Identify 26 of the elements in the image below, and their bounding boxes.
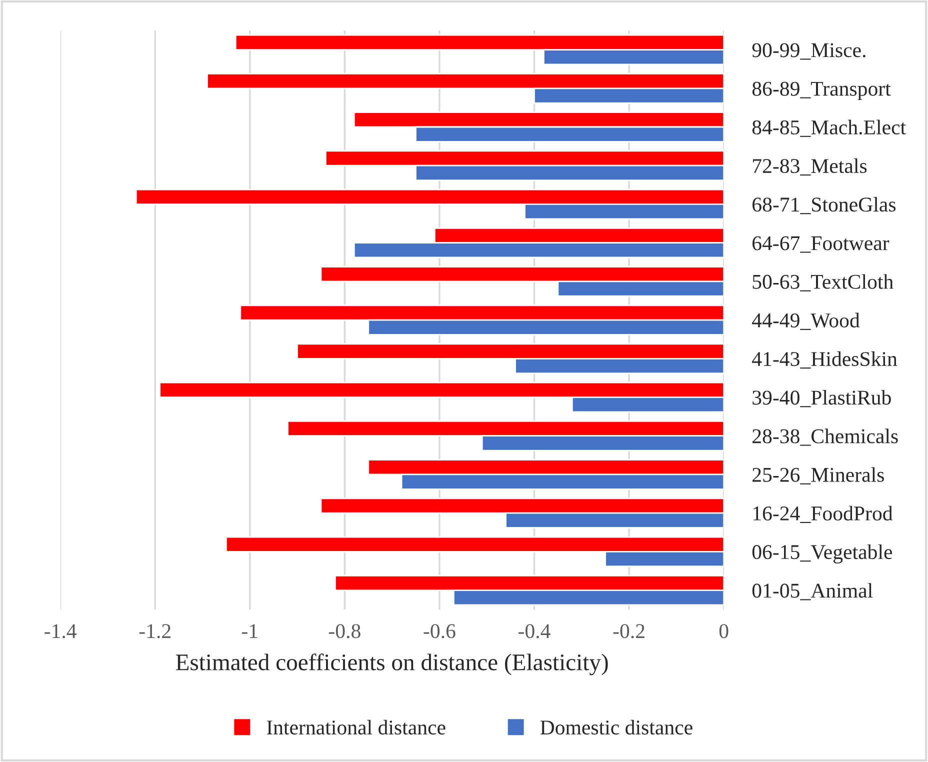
x-tick-label: -0.6: [424, 624, 456, 638]
y-tick-label: 86-89_Transport: [752, 82, 891, 100]
x-tick-label: -1: [242, 624, 258, 638]
x-tick-label: -0.4: [518, 624, 550, 638]
x-tick-label: -0.2: [613, 624, 644, 638]
y-tick-label: 68-71_StoneGlas: [752, 196, 896, 214]
y-tick-label: 72-83_Metals: [752, 158, 867, 176]
y-tick-label: 25-26_Minerals: [752, 467, 884, 484]
x-tick-label: 0: [719, 624, 728, 638]
x-tick-label: -0.8: [328, 624, 360, 638]
y-tick-label: 64-67_Footwear: [752, 236, 890, 253]
y-tick-label: 90-99_Misce.: [752, 43, 866, 60]
legend-label: Domestic distance: [540, 720, 692, 735]
y-tick-label: 06-15_Vegetable: [752, 544, 892, 564]
y-tick-label: 28-38_Chemicals: [752, 428, 898, 446]
x-axis-title: Estimated coefficients on distance (Elasticity): [176, 653, 608, 676]
y-tick-label: 01-05_Animal: [752, 583, 873, 600]
y-tick-label: 39-40_PlastiRub: [752, 390, 891, 408]
x-tick-label: -1.2: [139, 624, 170, 638]
legend-label: International distance: [266, 720, 446, 735]
y-tick-label: 41-43_HidesSkin: [752, 351, 898, 369]
y-tick-label: 44-49_Wood: [752, 312, 860, 330]
y-tick-label: 16-24_FoodProd: [753, 506, 893, 523]
x-tick-label: -1.4: [44, 624, 76, 638]
y-tick-label: 50-63_TextCloth: [752, 274, 894, 292]
y-tick-label: 84-85_Mach.Elect: [752, 120, 906, 137]
